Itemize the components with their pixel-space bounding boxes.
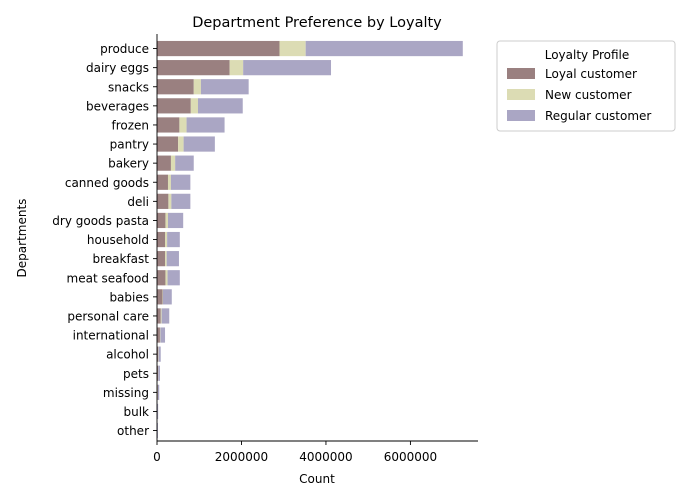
bar-missing-series-2: [158, 385, 159, 400]
legend-label: Regular customer: [545, 109, 651, 123]
y-tick-label: beverages: [86, 99, 149, 113]
x-tick-label: 4000000: [299, 450, 352, 464]
bar-frozen-series-2: [187, 117, 225, 132]
bar-beverages-series-0: [157, 98, 191, 113]
bar-babies-series-2: [163, 289, 172, 304]
bar-dry-goods-pasta-series-1: [165, 213, 168, 228]
y-tick-label: other: [117, 424, 149, 438]
bar-beverages-series-2: [198, 98, 243, 113]
bar-dairy-eggs-series-1: [230, 60, 244, 75]
bar-snacks-series-1: [194, 79, 201, 94]
bar-snacks-series-2: [201, 79, 249, 94]
y-tick-label: alcohol: [106, 348, 149, 362]
bar-personal-care-series-0: [157, 308, 161, 323]
y-tick-label: bakery: [108, 157, 149, 171]
y-tick-label: international: [73, 329, 149, 343]
bar-breakfast-series-1: [165, 251, 167, 266]
bar-frozen-series-0: [157, 117, 179, 132]
bar-household-series-1: [165, 232, 167, 247]
bar-international-series-2: [160, 327, 165, 342]
y-tick-label: dairy eggs: [86, 61, 149, 75]
bar-pets-series-2: [158, 366, 160, 381]
legend-title: Loyalty Profile: [545, 48, 630, 62]
bar-meat-seafood-series-1: [165, 270, 167, 285]
bar-alcohol-series-2: [159, 347, 161, 362]
legend-swatch: [507, 89, 535, 100]
bar-pantry-series-1: [178, 136, 183, 151]
bar-pantry-series-0: [157, 136, 178, 151]
bar-canned-goods-series-1: [168, 175, 171, 190]
legend-swatch: [507, 68, 535, 79]
bar-frozen-series-1: [179, 117, 186, 132]
y-tick-label: personal care: [67, 309, 149, 323]
bar-deli-series-0: [157, 194, 168, 209]
y-tick-label: missing: [103, 386, 149, 400]
y-tick-label: snacks: [108, 80, 149, 94]
bar-bakery-series-1: [171, 156, 175, 171]
legend-items: Loyal customer New customer Regular custom…: [507, 67, 651, 123]
bar-dairy-eggs-series-0: [157, 60, 230, 75]
y-tick-label: pets: [123, 367, 149, 381]
y-tick-label: dry goods pasta: [52, 214, 149, 228]
bar-produce-series-2: [306, 41, 463, 56]
y-tick-label: babies: [109, 290, 149, 304]
bar-deli-series-1: [168, 194, 171, 209]
bar-dry-goods-pasta-series-0: [157, 213, 165, 228]
bar-pantry-series-2: [184, 136, 215, 151]
y-tick-label: frozen: [111, 118, 149, 132]
legend-label: Loyal customer: [545, 67, 637, 81]
bar-bakery-series-2: [175, 156, 194, 171]
y-tick-label: pantry: [110, 138, 149, 152]
y-tick-label: household: [87, 233, 149, 247]
y-tick-label: produce: [100, 42, 149, 56]
bar-produce-series-0: [157, 41, 279, 56]
y-tick-layer: produce dairy eggs snacks beverages frozen pa…: [52, 42, 157, 438]
bar-other-series-2: [157, 423, 158, 438]
bar-canned-goods-series-2: [171, 175, 190, 190]
x-tick-label: 2000000: [215, 450, 268, 464]
bar-deli-series-2: [171, 194, 190, 209]
bar-household-series-0: [157, 232, 165, 247]
legend-swatch: [507, 110, 535, 121]
bar-personal-care-series-1: [161, 308, 162, 323]
bar-babies-series-0: [157, 289, 162, 304]
bar-meat-seafood-series-0: [157, 270, 165, 285]
bar-beverages-series-1: [191, 98, 198, 113]
bar-snacks-series-0: [157, 79, 194, 94]
x-axis-label: Count: [299, 472, 335, 486]
x-tick-layer: 0 2000000 4000000 6000000: [153, 441, 437, 464]
bar-canned-goods-series-0: [157, 175, 168, 190]
bar-personal-care-series-2: [162, 308, 170, 323]
legend-label: New customer: [545, 88, 632, 102]
y-axis-label: Departments: [15, 199, 29, 278]
bar-produce-series-1: [279, 41, 305, 56]
y-tick-label: deli: [127, 195, 149, 209]
bar-bulk-series-2: [158, 404, 159, 419]
chart-title: Department Preference by Loyalty: [192, 15, 442, 31]
bar-dry-goods-pasta-series-2: [168, 213, 183, 228]
bar-household-series-2: [167, 232, 180, 247]
y-tick-label: meat seafood: [67, 271, 149, 285]
y-tick-label: breakfast: [92, 252, 149, 266]
bar-breakfast-series-0: [157, 251, 165, 266]
bar-dairy-eggs-series-2: [243, 60, 331, 75]
y-tick-label: bulk: [123, 405, 149, 419]
bar-layer: [157, 41, 463, 438]
bar-meat-seafood-series-2: [168, 270, 180, 285]
bar-breakfast-series-2: [167, 251, 179, 266]
x-tick-label: 6000000: [384, 450, 437, 464]
x-tick-label: 0: [153, 450, 161, 464]
y-tick-label: canned goods: [65, 176, 149, 190]
legend: Loyalty Profile Loyal customer New custom…: [497, 41, 675, 131]
bar-bakery-series-0: [157, 156, 171, 171]
